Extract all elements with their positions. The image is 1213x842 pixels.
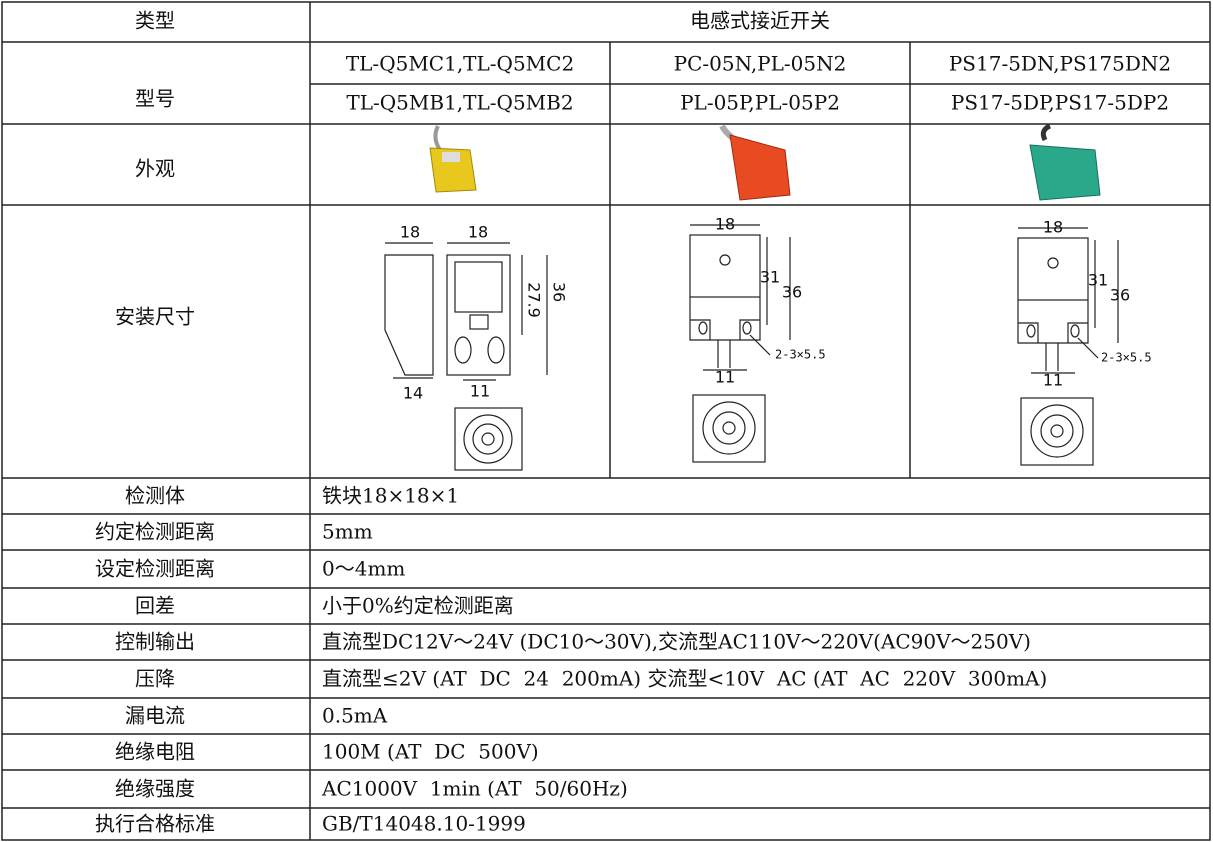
model: PS17-5DP,PS17-5DP2 [951, 91, 1169, 115]
model: PL-05P,PL-05P2 [680, 91, 840, 115]
row-value: 小于0%约定检测距离 [322, 594, 514, 618]
row-label: 检测体 [125, 484, 185, 508]
dimension-label: 36 [1110, 286, 1130, 305]
sensor-green [1029, 123, 1101, 201]
row-label: 安装尺寸 [115, 305, 195, 329]
row-value: AC1000V 1min (AT 50/60Hz) [321, 777, 628, 801]
dimension-drawing [1017, 227, 1119, 466]
row-label: 控制输出 [115, 630, 195, 654]
row-label: 执行合格标准 [95, 812, 215, 836]
dimension-label: 18 [715, 215, 735, 234]
row-label: 压降 [135, 667, 175, 691]
row-value: 直流型DC12V～24V (DC10～30V),交流型AC110V～220V(A… [322, 630, 1031, 654]
model: PS17-5DN,PS175DN2 [949, 52, 1171, 76]
row-value: 直流型≤2V (AT DC 24 200mA) 交流型<10V AC (AT A… [322, 667, 1047, 691]
type-label: 类型 [135, 9, 175, 33]
row-label: 型号 [135, 87, 175, 111]
row-value: 铁块18×18×1 [322, 484, 459, 508]
dimension-label: 2-3×5.5 [1101, 351, 1152, 365]
dimension-label: 11 [715, 368, 735, 387]
dimension-drawing [689, 224, 791, 463]
dimension-label: 14 [403, 384, 423, 403]
table-title: 电感式接近开关 [690, 9, 830, 33]
row-label: 绝缘强度 [115, 777, 195, 801]
dimension-drawing [384, 242, 548, 471]
row-label: 设定检测距离 [95, 557, 215, 581]
row-label: 回差 [135, 594, 175, 618]
model: TL-Q5MB1,TL-Q5MB2 [346, 91, 573, 115]
row-value: 0.5mA [322, 704, 388, 728]
dimension-label: 18 [400, 223, 420, 242]
dimension-label: 11 [1043, 371, 1063, 390]
row-value: 5mm [322, 520, 373, 544]
dimension-label: 36 [782, 283, 802, 302]
dimension-label: 36 [550, 282, 569, 302]
dimension-label: 11 [470, 382, 490, 401]
row-value: 100M (AT DC 500V) [322, 740, 539, 764]
row-value: 0～4mm [322, 557, 405, 581]
dimension-label: 27.9 [525, 282, 544, 318]
dimension-label: 18 [468, 223, 488, 242]
dimension-label: 2-3×5.5 [775, 348, 826, 362]
row-label: 绝缘电阻 [115, 740, 195, 764]
dimension-label: 18 [1043, 218, 1063, 237]
dimension-label: 31 [760, 268, 780, 287]
row-label: 外观 [135, 157, 175, 181]
sensor-orange [719, 124, 791, 201]
model: TL-Q5MC1,TL-Q5MC2 [346, 52, 574, 76]
dimension-label: 31 [1088, 271, 1108, 290]
row-value: GB/T14048.10-1999 [322, 812, 526, 836]
row-label: 漏电流 [125, 704, 185, 728]
sensor-yellow [429, 125, 477, 193]
model: PC-05N,PL-05N2 [674, 52, 847, 76]
row-label: 约定检测距离 [95, 520, 215, 544]
